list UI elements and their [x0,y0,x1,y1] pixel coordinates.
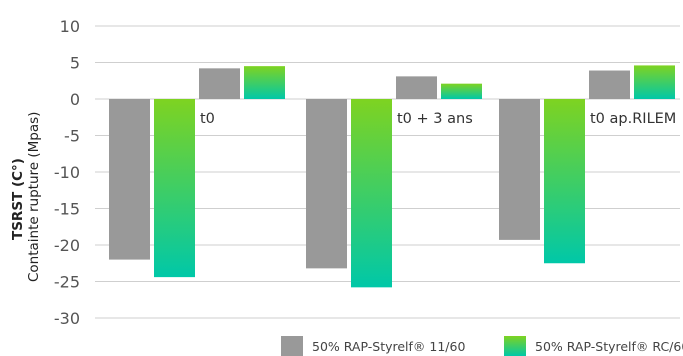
y-axis-label-tsrst: TSRST (C°) [10,158,26,240]
y-axis-ticks: 10 5 0 -5 -10 -15 -20 -25 -30 [54,17,80,328]
y-axis-label-contrainte: Containte rupture (Mpas) [26,112,42,282]
category-label: t0 ap.RILEM [590,111,676,127]
legend-label-green: 50% RAP-Styrelf® RC/60 [535,339,683,354]
category-label: t0 [200,111,215,127]
y-tick-label: 10 [60,17,80,36]
bar-tsrst-green [154,99,195,277]
bar-tsrst-grey [499,99,540,240]
y-tick-label: -10 [54,163,80,182]
bar-contrainte-grey [396,76,437,99]
legend: 50% RAP-Styrelf® 11/60 50% RAP-Styrelf® … [281,336,683,356]
bar-tsrst-grey [306,99,347,268]
y-tick-label: -20 [54,236,80,255]
bar-tsrst-green [351,99,392,287]
bar-contrainte-green [244,66,285,99]
bar-contrainte-green [634,65,675,99]
y-tick-label: -15 [54,200,80,219]
category-labels: t0 t0 + 3 ans t0 ap.RILEM [200,111,676,127]
bar-contrainte-grey [589,71,630,99]
y-tick-label: -30 [54,309,80,328]
y-tick-label: -5 [64,127,80,146]
category-label: t0 + 3 ans [397,111,473,127]
bar-tsrst-green [544,99,585,263]
legend-label-grey: 50% RAP-Styrelf® 11/60 [312,339,465,354]
y-tick-label: 0 [70,90,80,109]
bar-tsrst-grey [109,99,150,260]
legend-swatch-grey [281,336,303,356]
legend-swatch-green [504,336,526,356]
y-tick-label: -25 [54,273,80,292]
bar-contrainte-green [441,84,482,99]
bar-contrainte-grey [199,68,240,99]
y-tick-label: 5 [70,54,80,73]
